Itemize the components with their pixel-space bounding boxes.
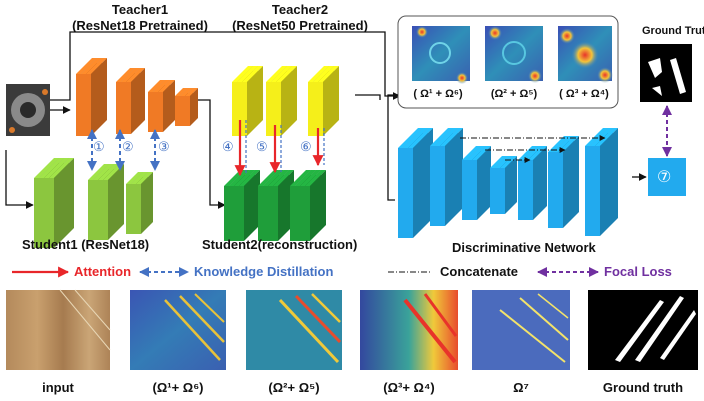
bottom-input-wood <box>6 289 111 370</box>
caption-omega-1-6: (Ω¹+ Ω⁶) <box>152 380 204 395</box>
input-image-nut <box>6 84 50 136</box>
student1-blocks <box>34 158 153 248</box>
teacher2-model: (ResNet50 Pretrained) <box>232 18 368 33</box>
input-connectors <box>5 31 401 209</box>
caption-omega-3-4: (Ω³+ Ω⁴) <box>383 380 435 395</box>
student2-layer-3-slab-4 <box>305 170 326 241</box>
teacher1-layer-2-slab-3 <box>126 68 145 134</box>
marker-6: ⑥ <box>300 139 312 154</box>
kd-dashed-t2s2 <box>245 120 325 175</box>
bottom-heatmap-1 <box>130 290 226 370</box>
bottom-heatmap-3 <box>360 290 458 370</box>
teacher2-name: Teacher2 <box>271 2 329 17</box>
heatmap-to-dn-connector <box>387 94 398 201</box>
marker-3: ③ <box>158 139 170 154</box>
teacher2-layer-2-slab-3 <box>276 66 297 136</box>
legend-attention: Attention <box>74 264 132 279</box>
caption-omega-7: Ω⁷ <box>513 380 529 395</box>
ground-truth-top-label: Ground Truth <box>642 25 704 37</box>
discriminative-layer-2-slab-3 <box>440 128 463 226</box>
teacher1-layer-4-slab-3 <box>185 88 198 126</box>
legend-focal: Focal Loss <box>604 264 672 279</box>
marker-7: ⑦ <box>657 169 672 186</box>
heatmap-2 <box>485 26 543 83</box>
bottom-heatmap-omega7 <box>472 290 570 370</box>
caption-input: input <box>42 380 74 395</box>
heatmap-label-3: ( Ω³ + Ω⁴) <box>559 88 609 100</box>
ground-truth-image-top <box>640 44 692 102</box>
caption-omega-2-5: (Ω²+ Ω⁵) <box>268 380 320 395</box>
teacher1-layer-3-slab-3 <box>158 80 175 132</box>
teacher1-title: Teacher1 (ResNet18 Pretrained) <box>60 2 220 34</box>
student2-label: Student2(reconstruction) <box>202 237 358 252</box>
teacher1-name: Teacher1 <box>111 2 169 17</box>
attention-arrows <box>234 120 324 177</box>
legend-concat: Concatenate <box>440 264 519 279</box>
bottom-heatmap-2 <box>246 290 342 370</box>
teacher1-model: (ResNet18 Pretrained) <box>72 18 208 33</box>
student2-blocks <box>224 170 326 241</box>
student1-layer-3-slab-3 <box>136 172 153 234</box>
discriminative-blocks <box>398 128 618 238</box>
teacher2-blocks <box>232 66 339 136</box>
legend-kd: Knowledge Distillation <box>194 264 334 279</box>
teacher1-layer-1-slab-3 <box>86 58 107 136</box>
discriminative-label: Discriminative Network <box>452 240 596 255</box>
caption-ground-truth: Ground truth <box>602 380 684 395</box>
teacher2-layer-1-slab-3 <box>242 66 263 136</box>
marker-2: ② <box>122 139 134 154</box>
student2-layer-1-slab-4 <box>239 170 260 241</box>
marker-4: ④ <box>222 139 234 154</box>
student1-layer-2-slab-4 <box>103 164 124 240</box>
marker-5: ⑤ <box>256 139 268 154</box>
heatmap-1 <box>412 26 470 84</box>
student1-layer-1-slab-4 <box>49 158 74 248</box>
heatmap-3 <box>558 26 613 83</box>
heatmap-label-1: ( Ω¹ + Ω⁶) <box>413 88 463 100</box>
teacher1-blocks <box>76 58 198 136</box>
discriminative-layer-4-slab-3 <box>500 156 517 214</box>
discriminative-layer-6-slab-3 <box>558 136 579 228</box>
student1-label: Student1 (ResNet18) <box>22 237 150 252</box>
discriminative-layer-7-slab-3 <box>595 128 618 236</box>
output-box <box>648 158 686 196</box>
discriminative-layer-3-slab-3 <box>472 146 491 220</box>
teacher2-layer-3-slab-3 <box>318 66 339 136</box>
concat-lines <box>460 135 606 163</box>
discriminative-layer-1-slab-3 <box>408 128 433 238</box>
teacher2-title: Teacher2 (ResNet50 Pretrained) <box>215 2 385 34</box>
heatmap-label-2: (Ω² + Ω⁵) <box>490 88 538 100</box>
bottom-ground-truth <box>588 290 698 370</box>
marker-1: ① <box>93 139 105 154</box>
